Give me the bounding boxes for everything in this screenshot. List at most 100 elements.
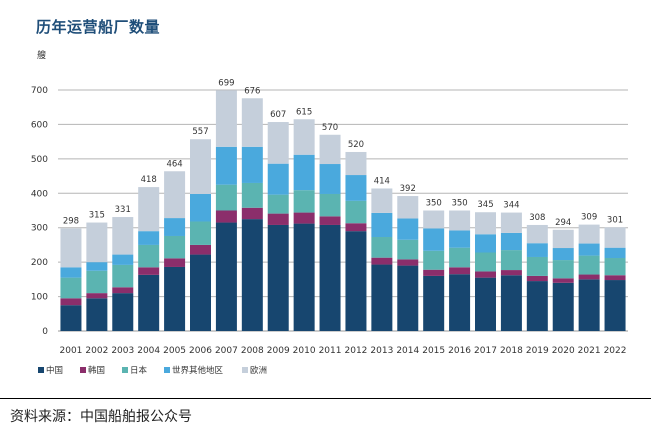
bar-segment xyxy=(267,194,289,214)
bar-segment xyxy=(241,98,263,147)
bar-segment xyxy=(526,224,548,244)
bar-segment xyxy=(164,258,186,267)
bar-total-label: 418 xyxy=(141,175,157,185)
bar-segment xyxy=(86,262,108,271)
bar-segment xyxy=(86,298,108,331)
bar-segment xyxy=(267,163,289,195)
bar-segment xyxy=(164,266,186,331)
bar-segment xyxy=(293,154,315,191)
bar-segment xyxy=(60,228,82,268)
bar-segment xyxy=(526,256,548,276)
bar-segment xyxy=(578,224,600,244)
bar-total-label: 392 xyxy=(400,184,416,194)
bar-total-label: 570 xyxy=(322,123,338,133)
legend-swatch xyxy=(164,367,170,373)
bar-total-label: 315 xyxy=(89,211,105,221)
bar-segment xyxy=(293,119,315,155)
bar-segment xyxy=(423,210,445,229)
x-tick-label: 2013 xyxy=(370,346,393,356)
bar-segment xyxy=(86,270,108,294)
bar-segment xyxy=(526,281,548,331)
source-divider xyxy=(0,398,651,399)
bar-total-label: 676 xyxy=(244,86,260,96)
bar-segment xyxy=(241,219,263,331)
y-tick-label: 500 xyxy=(31,155,48,165)
bar-segment xyxy=(190,139,211,194)
bar-segment xyxy=(60,298,82,306)
legend: 中国 韩国 日本 世界其他地区 欧洲 xyxy=(38,365,267,376)
bar-segment xyxy=(215,222,237,331)
bar-segment xyxy=(112,287,134,294)
bar-segment xyxy=(345,223,367,232)
bar-segment xyxy=(475,271,496,278)
bar-segment xyxy=(138,187,160,232)
y-tick-label: 100 xyxy=(31,293,48,303)
x-tick-label: 2006 xyxy=(189,346,212,356)
bar-segment xyxy=(604,258,626,276)
bar-segment xyxy=(190,254,211,331)
bar-segment xyxy=(604,275,626,281)
bar-total-label: 464 xyxy=(166,159,182,169)
x-tick-label: 2021 xyxy=(578,346,601,356)
x-tick-label: 2018 xyxy=(500,346,523,356)
y-axis-unit-label: 艘 xyxy=(37,49,46,61)
bar-segment xyxy=(293,223,315,331)
x-tick-label: 2005 xyxy=(163,346,186,356)
bar-segment xyxy=(397,239,419,260)
bar-segment xyxy=(371,237,393,258)
bar-segment xyxy=(475,252,496,272)
bar-segment xyxy=(371,264,393,331)
y-tick-label: 200 xyxy=(31,258,48,268)
bar-total-label: 301 xyxy=(607,215,623,225)
bar-segment xyxy=(552,282,574,331)
bar-total-label: 331 xyxy=(115,205,131,215)
bar-segment xyxy=(397,265,419,331)
bar-segment xyxy=(500,212,522,233)
x-tick-label: 2014 xyxy=(396,346,419,356)
legend-label: 日本 xyxy=(130,365,148,376)
bar-segment xyxy=(267,213,289,225)
bar-segment xyxy=(190,193,211,222)
bar-segment xyxy=(241,207,263,220)
bar-segment xyxy=(475,212,496,235)
bar-total-label: 309 xyxy=(581,213,597,223)
bar-segment xyxy=(319,134,341,165)
bar-segment xyxy=(552,229,574,249)
bar-segment xyxy=(371,188,393,213)
bar-segment xyxy=(449,247,471,268)
bar-segment xyxy=(60,277,82,299)
bar-segment xyxy=(112,217,134,255)
bar-segment xyxy=(345,151,367,176)
bar-segment xyxy=(604,280,626,331)
bar-total-label: 308 xyxy=(529,213,545,223)
x-tick-label: 2002 xyxy=(85,346,108,356)
bar-segment xyxy=(475,277,496,331)
x-tick-label: 2022 xyxy=(604,346,627,356)
bar-segment xyxy=(397,218,419,240)
bar-segment xyxy=(215,146,237,185)
bar-segment xyxy=(345,175,367,201)
legend-swatch xyxy=(80,367,86,373)
x-tick-label: 2011 xyxy=(319,346,342,356)
bar-segment xyxy=(578,243,600,256)
x-tick-label: 2020 xyxy=(552,346,575,356)
x-tick-label: 2019 xyxy=(526,346,549,356)
bar-segment xyxy=(241,182,263,208)
bar-segment xyxy=(138,274,160,331)
bar-segment xyxy=(319,224,341,331)
bar-segment xyxy=(164,171,186,219)
bar-segment xyxy=(526,243,548,257)
bar-segment xyxy=(371,212,393,238)
bar-segment xyxy=(500,270,522,276)
legend-swatch xyxy=(122,367,128,373)
bar-segment xyxy=(138,244,160,268)
bar-total-label: 344 xyxy=(503,201,519,211)
bar-segment xyxy=(138,231,160,245)
bar-segment xyxy=(164,218,186,236)
bar-segment xyxy=(86,222,108,263)
bar-segment xyxy=(500,232,522,251)
bar-total-label: 345 xyxy=(477,200,493,210)
y-tick-label: 600 xyxy=(31,120,48,130)
bar-segment xyxy=(578,274,600,280)
bar-segment xyxy=(552,260,574,279)
